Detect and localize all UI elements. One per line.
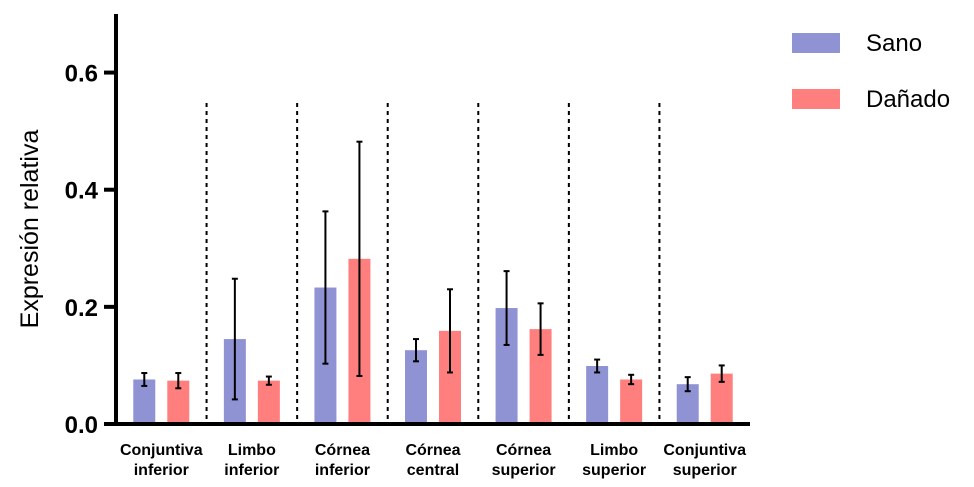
x-category-label-line: central	[407, 462, 459, 479]
bar-dañado	[529, 329, 552, 424]
x-category-label: Córnea superior	[492, 442, 556, 479]
legend-label-dañado: Dañado	[866, 86, 950, 113]
legend-swatch-dañado	[792, 89, 840, 109]
bar-dañado	[167, 380, 190, 424]
x-category-label-line: superior	[673, 462, 737, 479]
bar-dañado	[620, 379, 643, 424]
bar-sano	[676, 384, 699, 424]
y-tick-label: 0.4	[65, 178, 99, 205]
bar-dañado	[439, 330, 461, 424]
x-category-label-line: Conjuntiva	[120, 442, 203, 459]
bar-dañado	[257, 380, 280, 424]
x-category-label-line: inferior	[315, 462, 370, 479]
x-category-label-line: Conjuntiva	[663, 442, 746, 459]
x-category-label-line: inferior	[224, 462, 279, 479]
y-tick-label: 0.2	[65, 295, 98, 322]
bar-sano	[405, 350, 427, 424]
x-category-label-line: superior	[582, 462, 646, 479]
bar-sano	[586, 366, 609, 424]
x-category-label: Conjuntiva superior	[663, 442, 746, 479]
bar-sano	[495, 308, 518, 424]
x-category-label-line: Limbo	[228, 442, 276, 459]
x-category-label: Limbo inferior	[224, 442, 279, 479]
x-category-label: Limbo superior	[582, 442, 646, 479]
x-category-label: Córnea central	[405, 442, 460, 479]
x-category-label-line: inferior	[134, 462, 189, 479]
legend-label-sano: Sano	[866, 30, 922, 57]
legend-swatch-sano	[792, 33, 840, 53]
bar-sano	[133, 379, 156, 424]
bar-dañado	[710, 373, 733, 424]
y-tick-label: 0.6	[65, 61, 98, 88]
x-category-label-line: superior	[492, 462, 556, 479]
y-axis-label: Expresión relativa	[16, 130, 44, 329]
x-category-label-line: Córnea	[405, 442, 460, 459]
x-category-label-line: Córnea	[496, 442, 551, 459]
x-category-label: Córnea inferior	[315, 442, 370, 479]
y-tick-label: 0.0	[65, 412, 98, 439]
x-category-label-line: Córnea	[315, 442, 370, 459]
x-category-label-line: Limbo	[590, 442, 638, 459]
x-category-label: Conjuntiva inferior	[120, 442, 203, 479]
